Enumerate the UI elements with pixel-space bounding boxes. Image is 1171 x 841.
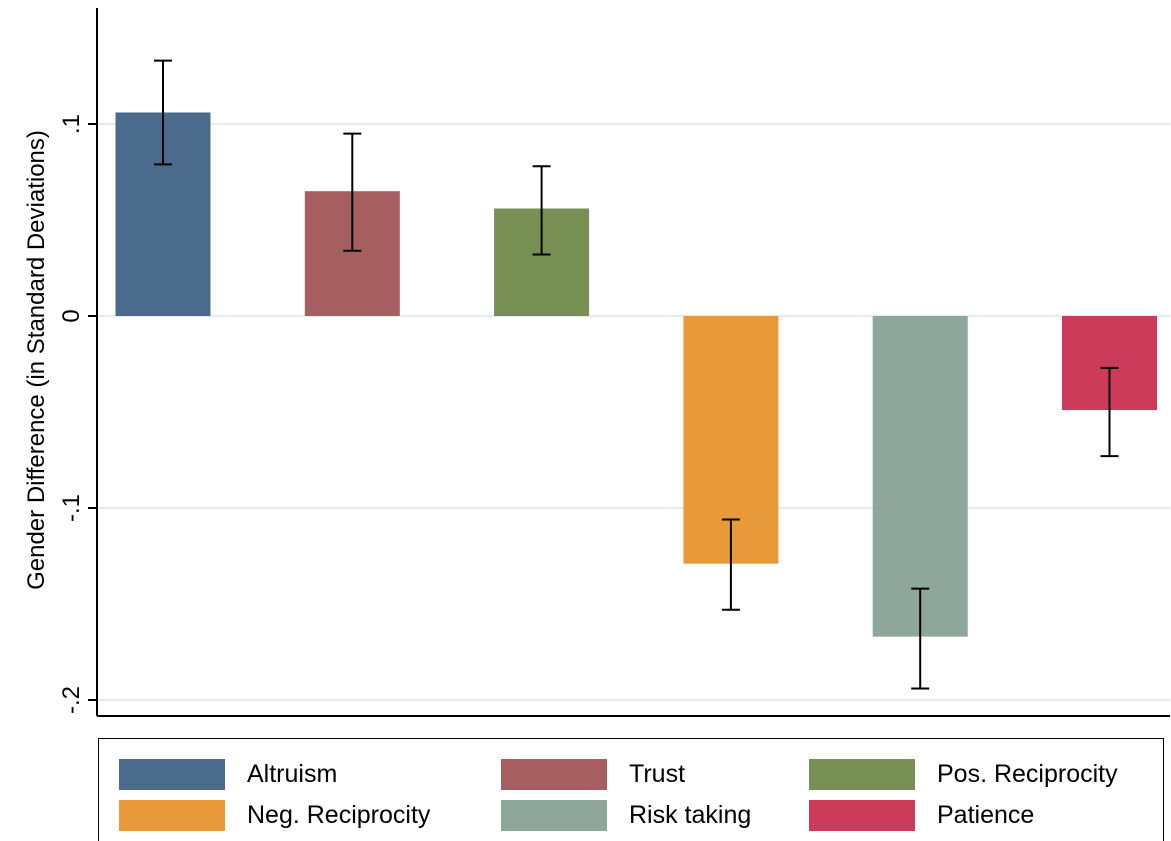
y-tick-label: -.2: [58, 685, 85, 715]
y-tick-label: -.1: [58, 493, 85, 523]
y-tick-label: .1: [58, 113, 85, 135]
bars: [115, 112, 1157, 637]
legend-swatch: [501, 799, 607, 831]
legend-label: Altruism: [247, 759, 338, 788]
gridlines: [97, 123, 1170, 701]
error-bars: [154, 59, 1119, 690]
axes: [88, 8, 1170, 717]
legend-label: Pos. Reciprocity: [937, 759, 1118, 788]
legend-label: Neg. Reciprocity: [247, 800, 431, 829]
legend-item-patience: Patience: [809, 798, 1034, 832]
legend: Altruism Trust Pos. Reciprocity Neg. Rec…: [98, 738, 1164, 841]
bar-risk-taking: [872, 316, 968, 637]
legend-swatch: [809, 799, 915, 831]
legend-swatch: [119, 799, 225, 831]
legend-label: Patience: [937, 800, 1035, 829]
legend-item-neg-reciprocity: Neg. Reciprocity: [119, 798, 430, 832]
y-tick-label: 0: [58, 309, 85, 323]
legend-item-trust: Trust: [501, 757, 685, 791]
legend-item-altruism: Altruism: [119, 757, 337, 791]
legend-swatch: [809, 758, 915, 790]
legend-swatch: [119, 758, 225, 790]
legend-item-risk-taking: Risk taking: [501, 798, 751, 832]
legend-label: Risk taking: [629, 800, 752, 829]
legend-label: Trust: [629, 759, 686, 788]
y-axis-label: Gender Difference (in Standard Deviation…: [23, 130, 50, 590]
legend-swatch: [501, 758, 607, 790]
legend-item-pos-reciprocity: Pos. Reciprocity: [809, 757, 1118, 791]
